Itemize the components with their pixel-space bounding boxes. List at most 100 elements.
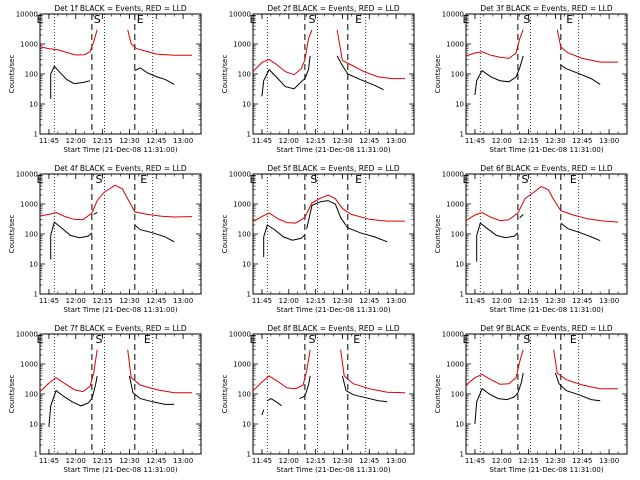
- y-tick-label: 1000: [446, 361, 464, 369]
- marker-e-start: E: [250, 173, 257, 186]
- y-tick-label: 100: [25, 231, 38, 239]
- series-group: [253, 194, 406, 258]
- y-tick-label: 1000: [233, 201, 251, 209]
- x-tick-label: 13:00: [173, 457, 193, 465]
- x-axis-label: Start Time (21-Dec-08 11:31:00): [489, 306, 603, 314]
- y-tick-label: 10: [29, 421, 38, 429]
- events-series-line: [554, 372, 601, 402]
- lld-series-line: [253, 29, 313, 76]
- x-tick-label: 13:00: [599, 457, 619, 465]
- x-tick-label: 12:15: [519, 297, 539, 305]
- y-tick-label: 100: [451, 391, 464, 399]
- lld-series-line: [40, 184, 193, 221]
- events-series-line: [50, 65, 91, 99]
- x-tick-label: 12:15: [519, 457, 539, 465]
- y-axis-label: Counts/sec: [221, 375, 229, 414]
- x-tick-label: 12:30: [332, 297, 352, 305]
- y-axis-label: Counts/sec: [8, 55, 16, 94]
- y-tick-label: 1000: [446, 201, 464, 209]
- x-tick-label: 12:45: [359, 457, 379, 465]
- marker-e-start: E: [463, 173, 470, 186]
- x-tick-label: 12:45: [572, 297, 592, 305]
- marker-e-start: E: [250, 333, 257, 346]
- y-tick-label: 100: [451, 231, 464, 239]
- detector-panel: Det 8f BLACK = Events, RED = LLD 1 10 100 10…: [221, 324, 415, 474]
- series-group: [40, 349, 193, 427]
- detector-panel: Det 1f BLACK = Events, RED = LLD 1 10 100 10…: [8, 4, 202, 154]
- y-axis-label: Counts/sec: [434, 55, 442, 94]
- x-tick-label: 12:00: [279, 457, 299, 465]
- events-series-line: [50, 221, 93, 260]
- detector-panel: Det 2f BLACK = Events, RED = LLD 1 10 100 10…: [221, 4, 415, 154]
- y-tick-label: 1: [34, 131, 38, 139]
- events-series-line: [267, 398, 282, 407]
- events-series-line: [263, 224, 306, 258]
- events-series-line: [134, 67, 175, 85]
- detector-panel: Det 3f BLACK = Events, RED = LLD 1 10 100 10…: [434, 4, 628, 154]
- events-series-line: [341, 375, 388, 403]
- x-axis-label: Start Time (21-Dec-08 11:31:00): [489, 146, 603, 154]
- x-tick-label: 12:30: [332, 457, 352, 465]
- y-tick-label: 1: [460, 131, 464, 139]
- marker-s: S: [309, 333, 316, 346]
- detector-panel: Det 7f BLACK = Events, RED = LLD 1 10 100 10…: [8, 324, 202, 474]
- marker-e-start: E: [37, 333, 44, 346]
- marker-e-start: E: [463, 13, 470, 26]
- x-tick-label: 13:00: [599, 137, 619, 145]
- series-group: [466, 349, 619, 425]
- marker-s: S: [309, 13, 316, 26]
- y-tick-label: 1: [247, 451, 251, 459]
- marker-s: S: [523, 13, 530, 26]
- x-tick-label: 13:00: [386, 137, 406, 145]
- plot-frame: [39, 13, 202, 135]
- lld-series-line: [466, 349, 524, 386]
- y-tick-label: 1000: [20, 361, 38, 369]
- y-tick-label: 1: [460, 451, 464, 459]
- y-tick-label: 10000: [16, 171, 38, 179]
- marker-s: S: [96, 333, 103, 346]
- x-tick-label: 12:15: [93, 457, 113, 465]
- y-tick-label: 1000: [446, 41, 464, 49]
- x-tick-label: 11:45: [252, 457, 272, 465]
- series-group: [253, 349, 406, 416]
- x-axis-label: Start Time (21-Dec-08 11:31:00): [276, 146, 390, 154]
- x-tick-label: 11:45: [39, 297, 59, 305]
- marker-e-start: E: [37, 173, 44, 186]
- x-tick-label: 12:00: [279, 137, 299, 145]
- panel-title: Det 4f BLACK = Events, RED = LLD: [54, 164, 187, 173]
- detector-panel: Det 6f BLACK = Events, RED = LLD 1 10 100 10…: [434, 164, 628, 314]
- x-tick-label: 12:30: [119, 137, 139, 145]
- y-tick-label: 10000: [442, 331, 464, 339]
- x-tick-label: 11:45: [465, 457, 485, 465]
- events-series-line: [474, 55, 524, 96]
- plot-frame: [465, 13, 628, 135]
- y-tick-label: 1: [34, 291, 38, 299]
- marker-e-start: E: [463, 333, 470, 346]
- marker-s: S: [523, 333, 530, 346]
- x-tick-label: 12:30: [545, 457, 565, 465]
- y-tick-label: 1: [247, 131, 251, 139]
- detector-panel: Det 9f BLACK = Events, RED = LLD 1 10 100 10…: [434, 324, 628, 474]
- events-series-line: [299, 375, 311, 400]
- marker-e-end: E: [570, 173, 577, 186]
- lld-series-line: [336, 29, 406, 80]
- x-tick-label: 12:00: [492, 457, 512, 465]
- y-tick-label: 100: [451, 71, 464, 79]
- y-tick-label: 10: [455, 101, 464, 109]
- lld-series-line: [253, 349, 311, 391]
- x-tick-label: 12:15: [306, 457, 326, 465]
- panel-title: Det 6f BLACK = Events, RED = LLD: [480, 164, 613, 173]
- x-tick-label: 12:45: [359, 137, 379, 145]
- marker-e-end: E: [137, 13, 144, 26]
- y-tick-label: 1000: [233, 41, 251, 49]
- y-tick-label: 100: [238, 391, 251, 399]
- panel-title: Det 1f BLACK = Events, RED = LLD: [54, 4, 187, 13]
- y-tick-label: 1: [247, 291, 251, 299]
- y-axis-label: Counts/sec: [8, 215, 16, 254]
- panel-title: Det 9f BLACK = Events, RED = LLD: [480, 324, 613, 333]
- y-tick-label: 10000: [442, 11, 464, 19]
- y-tick-label: 100: [238, 71, 251, 79]
- marker-e-end: E: [355, 13, 362, 26]
- x-tick-label: 13:00: [173, 297, 193, 305]
- events-series-line: [134, 224, 175, 243]
